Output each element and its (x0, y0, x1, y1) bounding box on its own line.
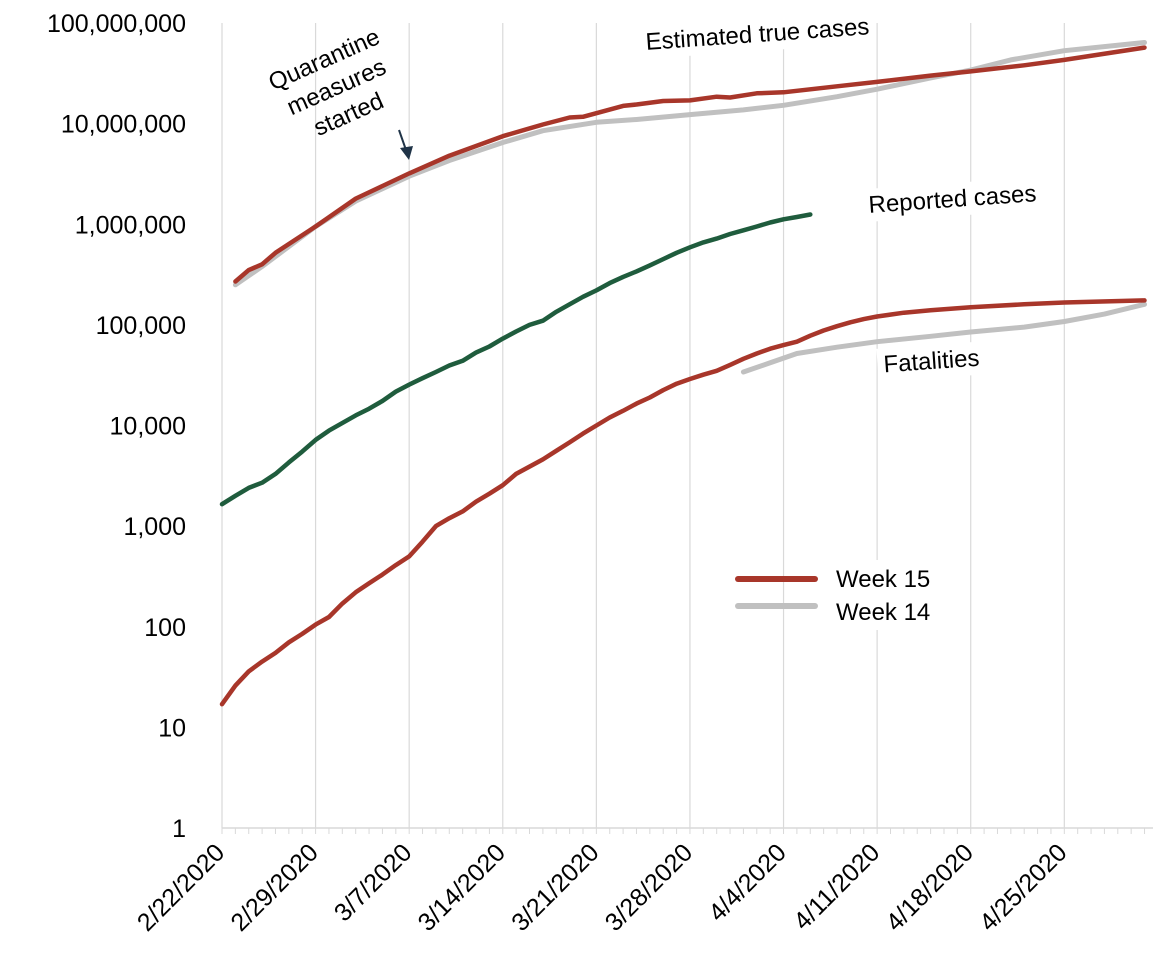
x-tick-label-3-21-2020: 3/21/2020 (506, 838, 604, 936)
legend-label-week14: Week 14 (836, 599, 930, 626)
y-tick-label-1-000-000: 1,000,000 (75, 211, 186, 239)
annotation-reported: Reported cases (861, 176, 1044, 223)
series-true_cases-week-15 (233, 45, 1147, 284)
y-tick-label-10-000: 10,000 (110, 413, 186, 441)
series-reported-reported-cases (219, 212, 813, 507)
x-tick-label-2-22-2020: 2/22/2020 (132, 838, 230, 936)
legend-background (818, 560, 958, 630)
y-tick-label-100-000: 100,000 (96, 312, 186, 340)
label-estimated-true-cases-backdrop (638, 9, 877, 60)
y-axis: 1 10 100 1,000 10,000 100,000 1,000,000 10,000,… (47, 10, 186, 843)
y-tick-label-1: 1 (172, 815, 186, 843)
series-lines (219, 40, 1147, 707)
annotation-fatalities: Fatalities (876, 341, 987, 382)
x-tick-label-4-25-2020: 4/25/2020 (974, 838, 1072, 936)
y-tick-label-1-000: 1,000 (123, 513, 186, 541)
label-fatalities-backdrop (876, 341, 987, 382)
x-tick-label-4-18-2020: 4/18/2020 (881, 838, 979, 936)
x-tick-label-3-14-2020: 3/14/2020 (413, 838, 511, 936)
label-fatalities: Fatalities (883, 345, 981, 379)
y-tick-label-10: 10 (158, 714, 186, 742)
x-tick-label-4-4-2020: 4/4/2020 (703, 838, 792, 927)
x-tick-label-3-7-2020: 3/7/2020 (329, 838, 418, 927)
series-fatalities-week-14 (740, 301, 1147, 375)
y-tick-label-10-000-000: 10,000,000 (61, 111, 186, 139)
legend: Week 15 Week 14 (735, 560, 958, 630)
x-tick-label-2-29-2020: 2/29/2020 (225, 838, 323, 936)
y-tick-label-100: 100 (144, 614, 186, 642)
annotation-true-cases: Estimated true cases (638, 9, 877, 60)
x-tick-label-3-28-2020: 3/28/2020 (600, 838, 698, 936)
annotation-quarantine: Quarantine measures started (265, 23, 391, 142)
x-gridlines (221, 23, 1065, 828)
y-tick-label-100-000-000: 100,000,000 (47, 10, 186, 38)
label-reported-cases: Reported cases (868, 180, 1038, 219)
x-tick-label-4-11-2020: 4/11/2020 (788, 838, 885, 935)
series-fatalities-week-15 (219, 298, 1147, 707)
label-reported-cases-backdrop (861, 176, 1044, 223)
legend-label-week15: Week 15 (836, 566, 930, 593)
quarantine-arrow (398, 129, 413, 160)
